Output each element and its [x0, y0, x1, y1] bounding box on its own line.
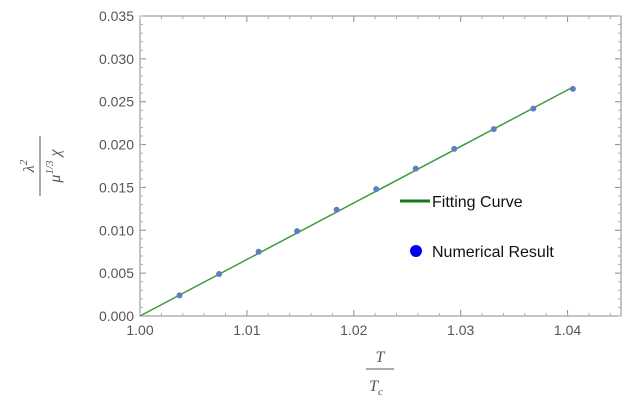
x-tick-label: 1.02	[340, 322, 367, 338]
data-point	[451, 145, 458, 152]
data-point	[412, 165, 419, 172]
y-tick-label: 0.020	[99, 137, 134, 153]
x-axis-label: T Tc	[366, 349, 394, 398]
data-point	[530, 105, 537, 112]
y-tick-label: 0.015	[99, 179, 134, 195]
y-tick-label: 0.025	[99, 94, 134, 110]
data-point	[255, 248, 262, 255]
data-point	[294, 228, 301, 235]
x-tick-label: 1.01	[233, 322, 260, 338]
x-tick-label: 1.00	[126, 322, 153, 338]
y-tick-label: 0.000	[99, 308, 134, 324]
data-point	[490, 126, 497, 133]
plot-frame	[139, 15, 622, 317]
data-point	[373, 186, 380, 193]
legend-label-fitting-curve: Fitting Curve	[432, 194, 523, 211]
x-axis-label-denominator: Tc	[369, 378, 383, 398]
legend-label-numerical-result: Numerical Result	[432, 244, 554, 261]
x-tick-label: 1.04	[554, 322, 581, 338]
y-axis-label: λ2 μ1/3χ	[18, 136, 64, 196]
legend: Fitting Curve Numerical Result	[400, 194, 554, 261]
y-tick-label: 0.035	[99, 8, 134, 24]
x-axis-label-numerator: T	[376, 349, 386, 366]
data-point	[333, 206, 340, 213]
data-point	[569, 85, 576, 92]
data-point	[176, 292, 183, 299]
legend-dot-swatch	[410, 245, 422, 257]
y-axis-label-denominator: μ1/3χ	[44, 148, 64, 183]
y-tick-label: 0.030	[99, 51, 134, 67]
data-point	[216, 271, 223, 277]
y-axis-label-numerator: λ2	[18, 159, 38, 173]
fitting-curve-line	[139, 86, 574, 317]
y-tick-label: 0.010	[99, 222, 134, 238]
x-axis-ticks: 1.00 1.01 1.02 1.03 1.04	[126, 16, 611, 338]
y-tick-label: 0.005	[99, 265, 134, 281]
x-tick-label: 1.03	[447, 322, 474, 338]
series-layer	[139, 85, 576, 317]
y-axis-ticks: 0.000 0.005 0.010 0.015 0.020 0.025 0.030 0.035	[99, 8, 621, 324]
